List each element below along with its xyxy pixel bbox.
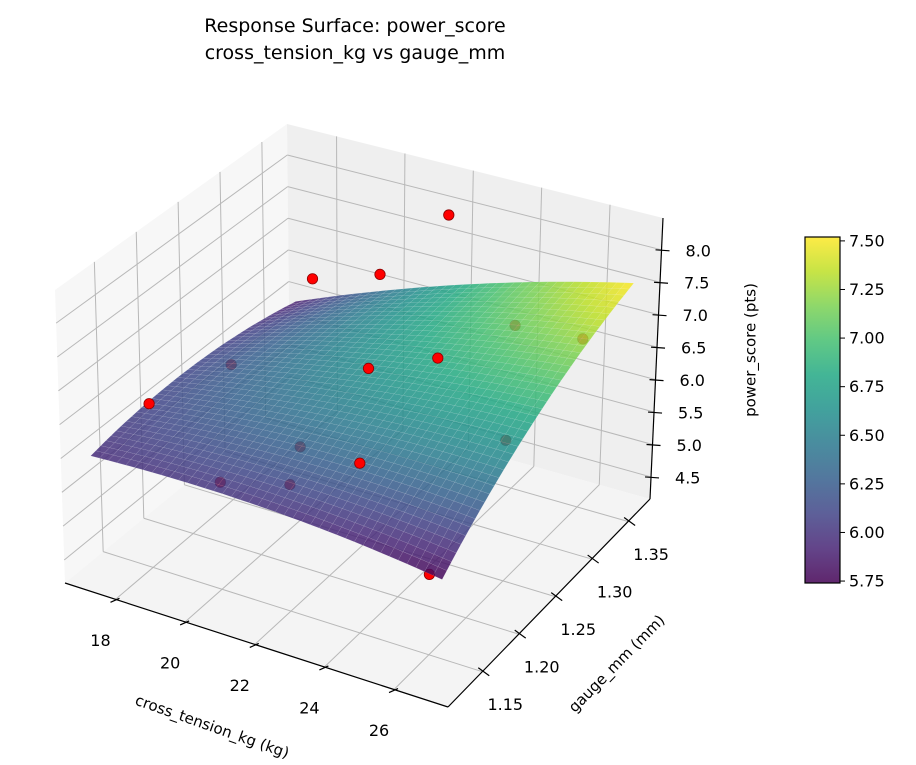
surface-face xyxy=(591,318,606,327)
surface-face xyxy=(542,385,557,395)
z-tick-label: 7.5 xyxy=(684,274,709,293)
z-gridline-leftwall xyxy=(59,249,289,426)
z-tick-label: 5.5 xyxy=(678,404,703,423)
response-surface xyxy=(90,281,635,580)
y-tick-mark xyxy=(514,629,527,639)
x-tick-label: 22 xyxy=(230,676,250,695)
x-tick-label: 26 xyxy=(369,721,389,740)
x-axis-label: cross_tension_kg (kg) xyxy=(132,691,291,763)
data-point xyxy=(432,352,444,364)
data-point xyxy=(143,398,155,410)
x-tick-label: 18 xyxy=(90,631,110,650)
surface-face xyxy=(470,498,485,511)
colorbar-tick-label: 6.75 xyxy=(849,377,885,396)
z-tick-label: 4.5 xyxy=(675,468,700,487)
y-tick-mark xyxy=(550,592,563,602)
data-point xyxy=(443,209,455,221)
z-tick-label: 5.0 xyxy=(677,436,702,455)
y-tick-mark xyxy=(623,517,636,527)
z-gridline-leftwall xyxy=(55,154,288,324)
x-gridline-floor xyxy=(393,484,600,690)
x-tick-mark xyxy=(110,597,120,603)
data-point xyxy=(306,273,319,285)
z-tick-label: 6.5 xyxy=(681,339,706,358)
axis-lines xyxy=(64,217,670,708)
surface-face xyxy=(485,474,500,487)
x-tick-mark xyxy=(388,687,399,694)
z-tick-mark xyxy=(644,476,660,479)
z-gridline-leftwall xyxy=(58,217,289,392)
z-tick-label: 7.0 xyxy=(683,306,708,325)
z-tick-mark xyxy=(650,346,666,349)
z-axis-line xyxy=(649,217,664,500)
z-tick-mark xyxy=(653,281,669,284)
y-tick-mark xyxy=(587,554,600,564)
z-tick-label: 8.0 xyxy=(686,241,711,260)
x-tick-mark xyxy=(319,665,329,671)
surface-face xyxy=(456,523,471,537)
surface-face xyxy=(461,515,476,528)
data-point xyxy=(354,457,366,469)
surface-face xyxy=(600,306,615,314)
chart-title-line-1: Response Surface: power_score xyxy=(204,15,505,37)
y-axis-line xyxy=(447,498,651,708)
colorbar-tick-label: 5.75 xyxy=(849,572,885,591)
z-tick-mark xyxy=(655,249,670,252)
y-tick-label: 1.30 xyxy=(597,583,633,602)
surface-face xyxy=(619,282,635,290)
y-gridline-leftwall xyxy=(135,231,145,519)
x-gridline-backwall xyxy=(598,204,611,485)
z-tick-label: 6.0 xyxy=(680,371,705,390)
x-tick-label: 24 xyxy=(299,698,319,717)
y-gridline-floor xyxy=(143,517,519,635)
z-gridline-backwall xyxy=(287,154,662,251)
y-tick-label: 1.20 xyxy=(524,658,560,677)
surface-face xyxy=(447,540,462,554)
z-tick-mark xyxy=(647,411,663,414)
colorbar-tick-label: 6.25 xyxy=(849,474,885,493)
colorbar-tick-label: 6.50 xyxy=(849,426,885,445)
tick-labels: 18 20 22 24 26 1.151.201.251.301.35 4.5 5.0 5.5 6… xyxy=(90,241,711,740)
data-point xyxy=(362,362,375,374)
surface-face xyxy=(437,557,452,571)
z-tick-mark xyxy=(652,314,667,317)
chart-title-line-2: cross_tension_kg vs gauge_mm xyxy=(205,42,506,64)
y-tick-label: 1.25 xyxy=(560,620,596,639)
x-tick-mark xyxy=(179,620,190,626)
y-tick-label: 1.15 xyxy=(487,695,523,714)
y-gridline-floor xyxy=(103,551,483,673)
z-axis-label: power_score (pts) xyxy=(742,283,761,417)
y-tick-mark xyxy=(477,667,490,677)
colorbar: 5.75 6.00 6.25 6.50 6.75 7.00 7.25 7.50 xyxy=(804,231,885,591)
colorbar-tick-label: 7.50 xyxy=(849,231,885,250)
surface-face xyxy=(586,325,601,334)
z-tick-mark xyxy=(646,443,661,447)
surface-face xyxy=(581,331,596,340)
x-tick-mark xyxy=(249,642,260,648)
z-gridline-leftwall xyxy=(60,281,290,459)
x-tick-label: 20 xyxy=(160,653,180,672)
z-gridline-leftwall xyxy=(56,186,288,358)
surface-face xyxy=(605,300,620,308)
surface-face xyxy=(562,357,577,367)
data-point xyxy=(374,268,386,280)
colorbar-tick-label: 7.25 xyxy=(849,280,885,299)
colorbar-tick-label: 6.00 xyxy=(849,523,885,542)
y-gridline-leftwall xyxy=(93,261,104,552)
colorbar-tick-label: 7.00 xyxy=(849,329,885,348)
left-wall-pane xyxy=(55,124,290,583)
y-tick-label: 1.35 xyxy=(633,545,669,564)
z-tick-mark xyxy=(649,378,664,382)
surface-face xyxy=(433,566,448,580)
scatter-points-above-surface xyxy=(143,209,455,469)
z-gridline-backwall xyxy=(287,186,661,283)
surface-face xyxy=(442,549,457,563)
colorbar-gradient xyxy=(804,236,841,584)
